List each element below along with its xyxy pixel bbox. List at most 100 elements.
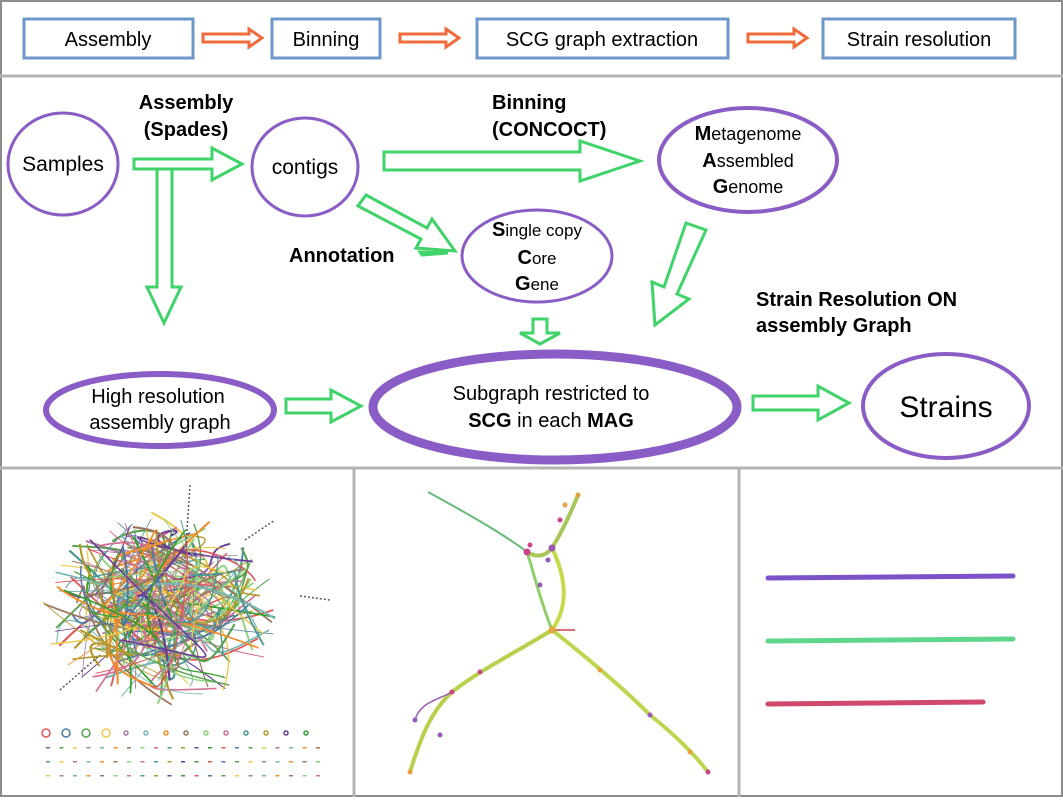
- subgraph-node-dot: [647, 712, 653, 718]
- subgraph-node-dot: [545, 557, 551, 563]
- assembly-graph-component: [181, 761, 185, 763]
- assembly-graph-edge: [190, 570, 265, 646]
- assembly-graph-edge: [106, 605, 230, 686]
- subgraph-nodes: [407, 492, 711, 775]
- pipeline-arrow-1: [201, 26, 265, 50]
- assembly-graph-component: [263, 730, 269, 736]
- step-box-scg-extraction: [475, 17, 730, 60]
- subgraph-node-dot: [548, 626, 556, 634]
- assembly-graph-component: [316, 747, 320, 749]
- high-res-line-2: assembly graph: [89, 412, 230, 434]
- strain-line-red: [765, 699, 986, 707]
- arrow-contigs-to-scg: [355, 193, 459, 253]
- assembly-graph-edge: [86, 526, 176, 597]
- assembly-graph-component: [46, 775, 50, 777]
- subgraph-node-dot: [437, 732, 443, 738]
- assembly-graph-component: [275, 761, 280, 763]
- assembly-graph-component: [127, 775, 131, 777]
- assembly-graph-edge: [135, 580, 243, 639]
- assembly-graph-component: [302, 747, 307, 749]
- arrow-scg-to-subgraph: [519, 317, 561, 346]
- assembly-graph-component: [86, 747, 91, 749]
- strain-line-green: [765, 636, 1016, 644]
- assembly-graph-component: [303, 730, 309, 736]
- arrow-mag-to-subgraph: [650, 221, 709, 328]
- assembly-graph-edge: [42, 601, 167, 680]
- mag-line-3: Genome: [713, 176, 784, 198]
- assembly-graph-component: [208, 775, 212, 777]
- pipeline-bar: Assembly Binning SCG graph extraction St…: [22, 17, 1017, 60]
- assembly-graph-component: [194, 775, 199, 777]
- assembly-graph-component: [302, 761, 307, 763]
- strain-line-purple: [765, 573, 1016, 581]
- assembly-graph-component: [262, 747, 266, 749]
- assembly-graph-edge: [173, 581, 226, 679]
- assembly-graph-component: [127, 761, 131, 763]
- assembly-graph-component: [113, 747, 118, 749]
- subgraph-branch-top-left: [427, 491, 528, 553]
- subgraph-line-1: Subgraph restricted to: [453, 383, 650, 405]
- assembly-graph-edge: [81, 555, 238, 679]
- mag-line-2: Assembled: [702, 150, 794, 172]
- assembly-graph-component: [143, 730, 149, 736]
- assembly-graph-edge: [177, 564, 254, 651]
- assembly-graph-component: [316, 761, 320, 763]
- assembly-graph-component: [41, 728, 51, 738]
- subgraph-junction-left: [525, 551, 554, 631]
- subgraph-node-dot: [449, 689, 455, 695]
- assembly-graph-component: [181, 747, 185, 749]
- subgraph-node-dot: [537, 582, 543, 588]
- assembly-graph-edge: [109, 530, 195, 670]
- arrow-annotation: [417, 250, 449, 257]
- assembly-graph-component: [208, 761, 212, 763]
- step-strain-resolution-label: Strain resolution: [847, 29, 992, 51]
- assembly-graph-edge: [153, 592, 184, 636]
- assembly-graph-component: [73, 775, 77, 777]
- mag-line-1: Metagenome: [695, 123, 802, 145]
- assembly-graph-component: [167, 775, 172, 777]
- arrow-subgraph-to-strains: [751, 383, 853, 423]
- assembly-graph-component: [235, 775, 239, 777]
- assembly-graph-edge: [190, 594, 264, 651]
- assembly-graph-edge: [63, 529, 187, 641]
- assembly-graph-edge: [50, 565, 228, 645]
- scg-line-1: Single copy: [492, 219, 582, 241]
- assembly-graph-edge: [157, 556, 239, 681]
- assembly-graph-edge: [108, 520, 211, 690]
- assembly-graph-edge: [71, 560, 153, 617]
- assembly-graph-component: [194, 761, 199, 763]
- assembly-graph-edge: [137, 536, 253, 563]
- assembly-graph-edge: [181, 603, 225, 657]
- assembly-graph-edge: [151, 540, 188, 688]
- assembly-graph-edge: [102, 556, 219, 624]
- assembly-graph-component: [221, 747, 226, 749]
- assembly-graph-edge: [299, 595, 331, 601]
- assembly-graph-component: [86, 761, 91, 763]
- assembly-graph-component: [208, 747, 212, 749]
- assembly-tool-name: (Spades): [144, 119, 228, 141]
- strain-resolution-note-line-1: Strain Resolution ON: [756, 289, 957, 311]
- subgraph-node-dot: [575, 492, 581, 498]
- assembly-graph-component: [154, 761, 158, 763]
- assembly-graph-component: [163, 730, 169, 736]
- subgraph-node: [368, 349, 742, 465]
- assembly-graph-edge: [59, 654, 101, 691]
- assembly-graph-component: [203, 730, 209, 736]
- strains-label: Strains: [899, 391, 992, 424]
- assembly-graph-component: [275, 747, 280, 749]
- step-box-binning: [270, 17, 382, 60]
- step-binning-label: Binning: [293, 29, 360, 51]
- step-assembly-label: Assembly: [65, 29, 152, 51]
- subgraph-node-dot: [597, 667, 603, 673]
- binning-tool-label: Binning: [492, 92, 566, 114]
- pipeline-arrow-3: [746, 26, 810, 50]
- subgraph-junction-right: [550, 547, 566, 632]
- assembly-graph-component: [181, 775, 185, 777]
- arrow-samples-to-contigs: [132, 145, 246, 183]
- subgraph-node-dot: [527, 542, 533, 548]
- subgraph-node-dot: [407, 769, 413, 775]
- assembly-graph-edge: [244, 519, 276, 541]
- subgraph-node-dot: [477, 669, 483, 675]
- assembly-graph-component: [248, 761, 253, 763]
- assembly-graph-hairball: [42, 484, 331, 706]
